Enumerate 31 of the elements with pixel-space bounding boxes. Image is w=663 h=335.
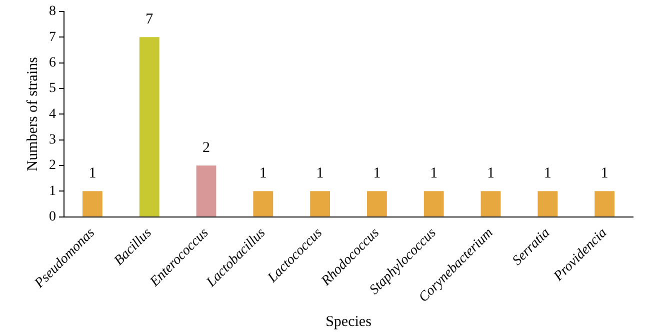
bar: [196, 165, 216, 216]
data-label: 1: [316, 166, 324, 182]
data-label: 7: [146, 12, 154, 28]
y-tick-label: 7: [49, 30, 56, 45]
data-label: 1: [600, 166, 608, 182]
y-tick-label: 6: [49, 55, 56, 70]
y-tick-label: 1: [49, 184, 56, 199]
bar: [310, 191, 330, 216]
y-tick-label: 3: [49, 132, 56, 148]
bar: [253, 191, 274, 216]
bar: [366, 191, 387, 216]
y-tick-label: 8: [49, 4, 56, 20]
y-tick-label: 0: [49, 210, 56, 225]
bar: [480, 191, 501, 216]
y-axis-title: Numbers of strains: [24, 56, 41, 172]
bar: [594, 191, 615, 216]
bar: [139, 37, 160, 216]
y-tick-label: 4: [49, 106, 56, 122]
data-label: 1: [259, 166, 267, 182]
data-label: 1: [88, 166, 96, 182]
x-axis-title: Species: [326, 314, 372, 330]
data-label: 1: [373, 166, 381, 182]
data-label: 1: [487, 166, 494, 182]
y-tick-label: 5: [49, 81, 56, 96]
y-tick-label: 2: [49, 158, 56, 174]
bar: [538, 191, 558, 216]
data-label: 1: [544, 166, 552, 182]
bar: [82, 191, 102, 216]
data-label: 2: [202, 140, 210, 156]
data-label: 1: [430, 166, 438, 182]
bar: [424, 191, 444, 216]
